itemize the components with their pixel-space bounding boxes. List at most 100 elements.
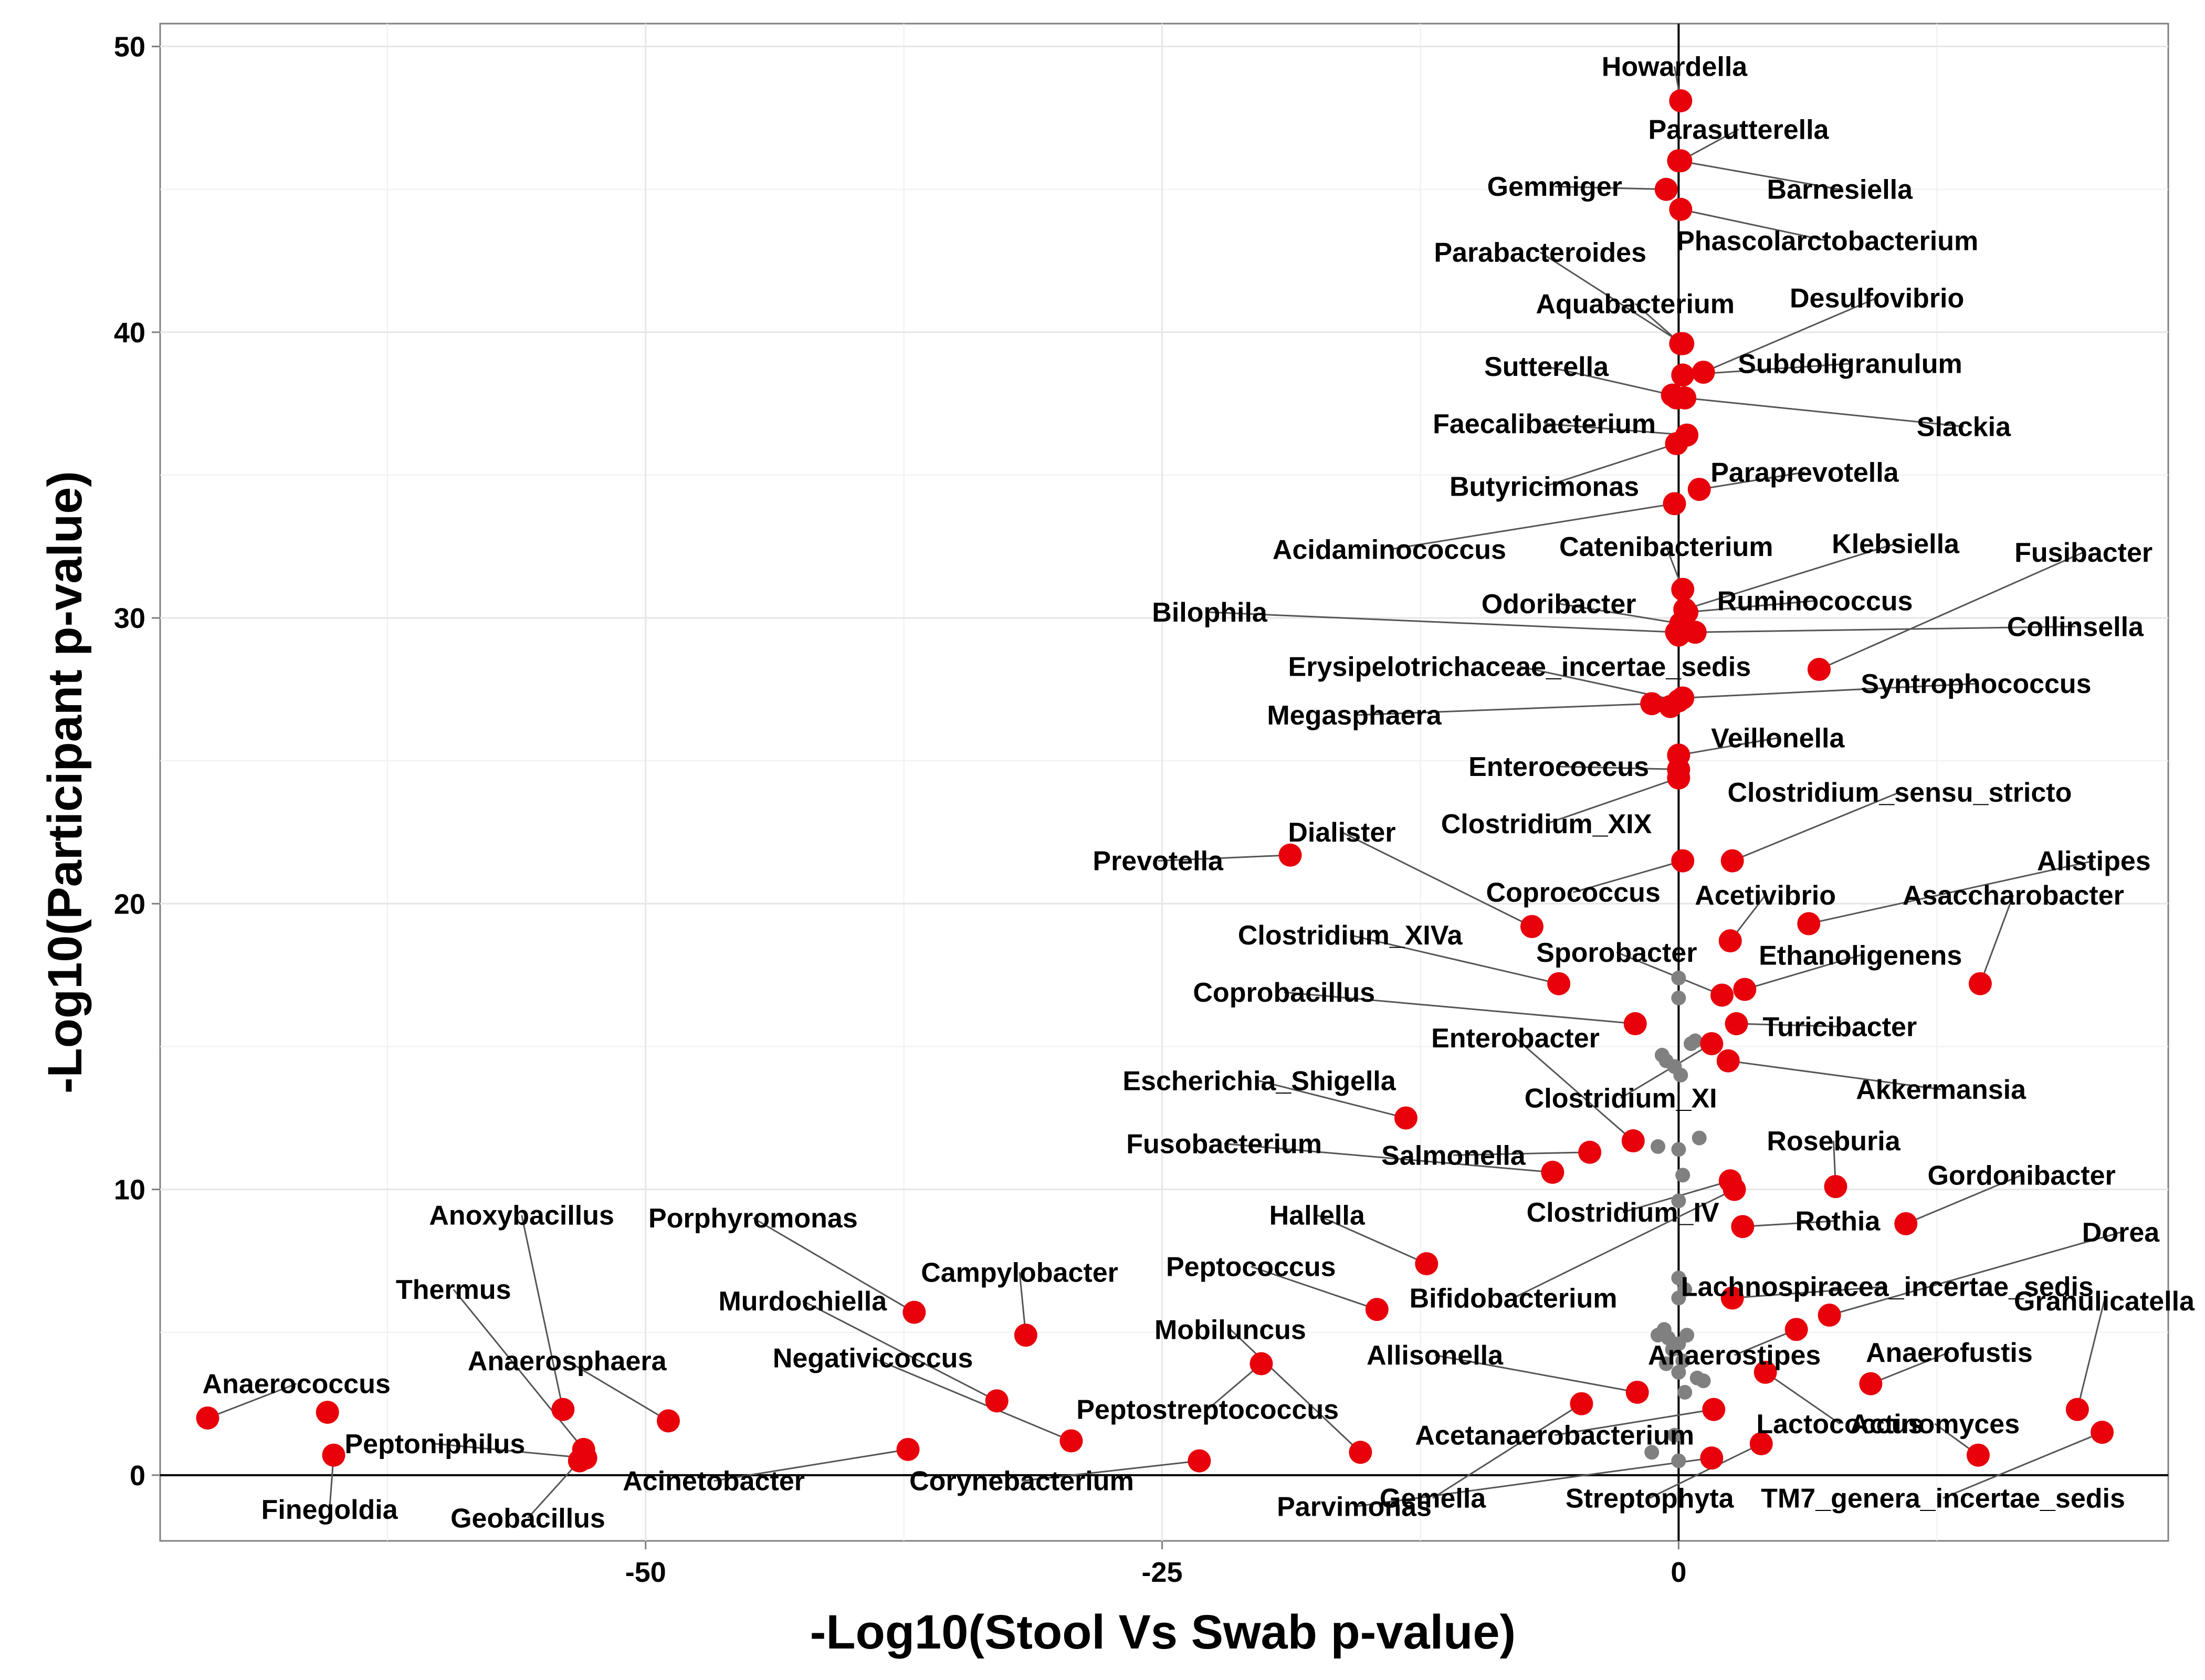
background-points <box>1644 970 1711 1468</box>
point-label: Phascolarctobacterium <box>1676 226 1978 257</box>
highlighted-point <box>1669 89 1693 112</box>
background-point <box>1692 1130 1707 1146</box>
point-label: Finegoldia <box>261 1495 398 1525</box>
leader-line <box>752 1217 915 1313</box>
point-label: TM7_genera_incertae_sedis <box>1761 1483 2125 1514</box>
highlighted-points <box>196 89 2114 1473</box>
point-label: Clostridium_XIVa <box>1238 920 1463 951</box>
leader-line <box>566 1360 669 1422</box>
point-label: Acinetobacter <box>623 1466 805 1497</box>
highlighted-point <box>896 1437 920 1461</box>
leader-line <box>1251 1266 1378 1310</box>
leader-line <box>1979 895 2014 984</box>
highlighted-point <box>1654 177 1678 201</box>
point-label: Peptoniphilus <box>344 1429 525 1460</box>
point-label: Subdoligranulum <box>1738 349 1962 380</box>
highlighted-point <box>551 1398 575 1421</box>
point-label: Acidaminococcus <box>1273 534 1506 565</box>
background-point <box>1683 1036 1698 1051</box>
leader-line <box>1210 611 1677 633</box>
highlighted-point <box>316 1401 339 1424</box>
point-label: Megasphaera <box>1267 700 1442 731</box>
point-label: Anaerosphaera <box>468 1346 667 1377</box>
panel-background <box>159 23 2169 1542</box>
x-tick-label: 0 <box>1671 1557 1686 1588</box>
highlighted-point <box>196 1406 219 1430</box>
highlighted-point <box>1784 1318 1808 1341</box>
highlighted-point <box>1669 197 1693 221</box>
leader-line <box>1230 1329 1361 1453</box>
highlighted-point <box>1675 601 1699 624</box>
highlighted-point <box>1733 978 1757 1001</box>
highlighted-point <box>1541 1160 1564 1184</box>
leader-line <box>1686 600 1815 613</box>
highlighted-point <box>1669 332 1693 355</box>
point-label: Negativicoccus <box>773 1343 973 1374</box>
point-label: Butyricimonas <box>1450 472 1639 502</box>
highlighted-point <box>1731 1215 1755 1238</box>
point-label: Gemella <box>1380 1483 1486 1514</box>
background-point <box>1675 1168 1690 1183</box>
x-tick-label: -50 <box>625 1557 666 1588</box>
highlighted-point <box>1059 1429 1083 1453</box>
point-label: Erysipelotrichaceae_incertae_sedis <box>1288 652 1751 682</box>
leader-line <box>1341 831 1532 928</box>
leader-line <box>1870 1351 1950 1385</box>
point-label: Parasutterella <box>1648 114 1829 145</box>
point-label: Murdochiella <box>718 1286 887 1317</box>
leader-line <box>2076 1300 2105 1410</box>
point-label: Bifidobacterium <box>1410 1283 1618 1314</box>
point-label: Mobiluncus <box>1154 1315 1306 1345</box>
leader-line <box>1544 423 1687 436</box>
point-label: Escherichia_Shigella <box>1122 1066 1396 1097</box>
leader-line <box>1695 625 2075 633</box>
leader-line <box>1546 365 1673 396</box>
y-axis-title: -Log10(Participant p-value) <box>38 471 92 1094</box>
highlighted-point <box>1623 1012 1647 1035</box>
point-label: Aquabacterium <box>1536 289 1735 319</box>
point-label: Anaerofustis <box>1866 1338 2033 1368</box>
leader-line <box>1558 603 1681 625</box>
point-label: Howardella <box>1602 52 1748 82</box>
point-label: Rothia <box>1795 1206 1881 1236</box>
highlighted-point <box>1188 1449 1211 1473</box>
point-labels: Howardella Parasutterella Barnesiella Gemmi… <box>203 52 2196 1534</box>
highlighted-point <box>1797 912 1821 936</box>
highlighted-point <box>1968 972 1992 995</box>
leader-line <box>1453 1151 1590 1156</box>
point-label: Roseburia <box>1767 1126 1900 1157</box>
leader-line <box>1616 951 1723 996</box>
background-point <box>1675 1353 1690 1369</box>
leader-line <box>1703 297 1877 373</box>
point-label: Dialister <box>1288 817 1395 848</box>
point-label: Gordonibacter <box>1927 1160 2115 1191</box>
x-tick-label: -25 <box>1142 1557 1183 1588</box>
point-label: Corynebacterium <box>909 1466 1134 1497</box>
point-label: Allisonella <box>1367 1340 1504 1371</box>
leader-line <box>1513 1189 1735 1299</box>
leader-line <box>1559 765 1679 771</box>
point-label: Turicibacter <box>1762 1012 1917 1042</box>
highlighted-point <box>1621 1129 1645 1153</box>
background-point <box>1673 1067 1688 1083</box>
highlighted-point <box>1671 363 1695 387</box>
point-label: Campylobacter <box>921 1257 1118 1288</box>
point-label: Enterobacter <box>1431 1023 1600 1054</box>
point-label: Gemmiger <box>1487 172 1622 202</box>
highlighted-point <box>1570 1392 1593 1415</box>
leader-line <box>1808 860 2094 925</box>
highlighted-point <box>2065 1398 2089 1421</box>
point-label: Clostridium_XI <box>1525 1083 1717 1114</box>
leader-line <box>1432 1403 1582 1499</box>
point-label: Streptophyta <box>1566 1483 1735 1514</box>
leader-line <box>1732 791 1900 862</box>
highlighted-point <box>1665 386 1688 410</box>
highlighted-point <box>1818 1304 1841 1327</box>
leader-line <box>1685 397 1964 427</box>
background-point <box>1671 1364 1686 1380</box>
leader-line <box>1683 682 1977 699</box>
highlighted-point <box>1700 1446 1724 1470</box>
leader-line <box>521 1215 564 1410</box>
highlighted-point <box>322 1443 345 1467</box>
point-label: Actinomyces <box>1850 1409 2020 1440</box>
